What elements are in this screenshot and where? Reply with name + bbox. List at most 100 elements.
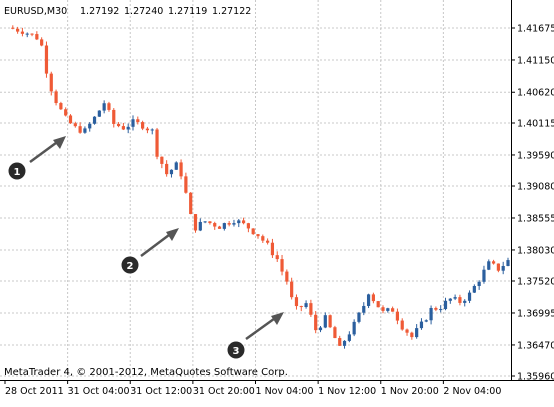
candle — [328, 314, 332, 329]
candle — [314, 311, 318, 334]
candle — [487, 259, 491, 271]
candle — [54, 89, 58, 106]
candle — [371, 292, 375, 304]
candle-body — [208, 221, 212, 224]
candle-body — [333, 327, 337, 339]
candle-body — [241, 220, 246, 224]
y-tick-label: 1.40620 — [517, 88, 554, 99]
candle — [174, 161, 178, 170]
candle — [241, 217, 246, 225]
candle-body — [506, 260, 510, 266]
candle-body — [141, 122, 145, 129]
candle — [299, 305, 303, 312]
candle-body — [121, 126, 125, 130]
candle — [141, 120, 145, 131]
y-tick-label: 1.38030 — [517, 245, 554, 256]
candle — [213, 221, 217, 230]
candle-body — [429, 307, 433, 321]
candle — [391, 306, 395, 312]
y-tick-label: 1.37520 — [517, 277, 554, 288]
candle — [256, 233, 260, 239]
y-tick-label: 1.38555 — [517, 213, 554, 224]
candle-body — [73, 123, 77, 127]
candle-body — [203, 221, 207, 223]
candle-body — [97, 110, 101, 117]
candle-body — [44, 45, 49, 74]
candle — [352, 319, 356, 337]
candle-body — [496, 263, 500, 271]
candle-body — [304, 303, 308, 308]
candle — [357, 311, 361, 324]
candle-body — [280, 259, 284, 272]
candle — [222, 222, 226, 231]
candle — [217, 225, 222, 229]
candle-body — [68, 115, 73, 124]
candle — [169, 169, 174, 178]
candle — [434, 306, 438, 312]
annotation-number-3: 3 — [233, 346, 240, 357]
arrow-3-icon: 3 — [227, 312, 284, 359]
candle-body — [275, 255, 279, 260]
candle — [237, 218, 241, 228]
candle-body — [314, 314, 318, 331]
annotation-number-2: 2 — [127, 261, 134, 272]
candle-body — [299, 306, 303, 308]
ohlc-open: 1.27192 — [80, 6, 119, 17]
candle-body — [424, 320, 428, 322]
candle — [116, 122, 121, 128]
candle-body — [131, 119, 135, 127]
candle-body — [256, 234, 260, 237]
candle — [448, 298, 452, 304]
x-tick-label: 2 Nov 04:00 — [443, 386, 501, 397]
candle — [92, 116, 97, 125]
candle-body — [155, 129, 159, 157]
candle-body — [395, 311, 400, 321]
y-tick-label: 1.36995 — [517, 308, 554, 319]
candle-body — [25, 33, 29, 35]
chart-frame — [0, 0, 554, 381]
candle — [275, 251, 279, 262]
candle-body — [78, 126, 82, 133]
x-tick-label: 28 Oct 2011 — [5, 386, 64, 397]
candle — [73, 121, 77, 128]
candle-body — [20, 31, 25, 34]
annotation-number-1: 1 — [14, 167, 21, 178]
candle-body — [261, 236, 265, 241]
candle — [246, 222, 250, 233]
candle-body — [448, 298, 452, 301]
candle-body — [328, 315, 332, 328]
candle — [463, 299, 467, 307]
candle — [366, 293, 371, 309]
candle-body — [338, 338, 342, 346]
candle-body — [285, 271, 289, 282]
candle — [107, 101, 111, 112]
candle-body — [193, 214, 198, 231]
arrow-1-icon: 1 — [8, 136, 66, 180]
annotation-badge-1 — [8, 162, 26, 180]
candle-body — [434, 307, 438, 310]
candle — [131, 115, 135, 131]
candle — [496, 263, 500, 273]
candle — [44, 41, 49, 78]
candle — [112, 108, 116, 128]
candle-body — [179, 162, 183, 177]
candle-body — [184, 176, 188, 193]
candle — [150, 128, 154, 135]
candle — [25, 32, 29, 38]
candle-body — [491, 261, 496, 264]
candle — [280, 254, 284, 276]
copyright-text: MetaTrader 4, © 2001-2012, MetaQuotes So… — [4, 367, 288, 378]
candle-body — [501, 265, 505, 271]
candle — [68, 114, 73, 124]
candle — [78, 122, 82, 134]
candle-body — [145, 128, 150, 131]
candle — [30, 33, 34, 37]
candle — [208, 221, 212, 225]
candle-body — [458, 297, 462, 303]
candle — [251, 228, 255, 235]
candle — [482, 265, 486, 284]
candle — [405, 328, 409, 336]
candle — [323, 312, 327, 329]
candle-body — [362, 305, 366, 313]
